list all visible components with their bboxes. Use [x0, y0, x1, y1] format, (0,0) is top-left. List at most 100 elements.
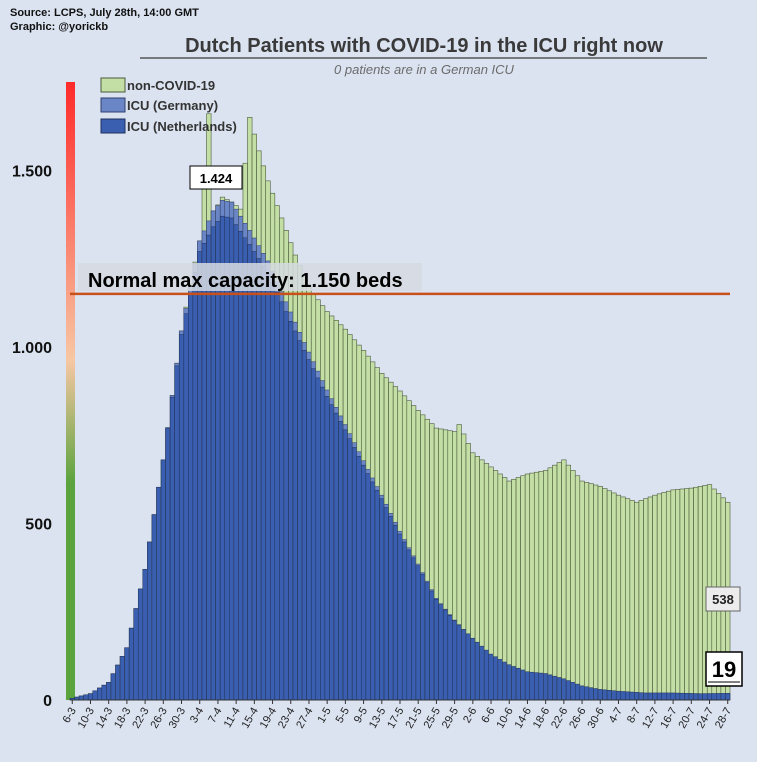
- bar-non-covid: [629, 500, 635, 701]
- bar-icu-netherlands: [292, 330, 298, 701]
- bar-icu-netherlands: [370, 481, 376, 701]
- bar-icu-netherlands: [429, 590, 435, 701]
- day-bar-group: [415, 410, 421, 701]
- gradient-strip: [66, 82, 75, 700]
- bar-icu-netherlands: [247, 244, 253, 701]
- bar-non-covid: [688, 487, 694, 701]
- bar-non-covid: [611, 492, 617, 701]
- day-bar-group: [561, 459, 567, 701]
- day-bar-group: [474, 456, 480, 701]
- bar-non-covid: [606, 490, 612, 701]
- day-bar-group: [479, 459, 485, 701]
- day-bar-group: [292, 254, 298, 701]
- bar-icu-netherlands: [538, 672, 544, 701]
- bar-icu-netherlands: [183, 313, 189, 701]
- bar-icu-netherlands: [515, 667, 521, 701]
- bar-icu-netherlands: [556, 677, 562, 701]
- bar-non-covid: [620, 496, 626, 701]
- day-bar-group: [165, 427, 171, 701]
- bar-non-covid: [574, 475, 581, 701]
- bar-non-covid: [638, 500, 644, 701]
- bar-icu-netherlands: [320, 386, 326, 701]
- day-bar-group: [533, 471, 540, 701]
- y-tick-label: 500: [25, 516, 52, 533]
- bar-icu-netherlands: [133, 608, 139, 701]
- day-bar-group: [197, 240, 203, 701]
- day-bar-group: [465, 443, 471, 701]
- bar-icu-netherlands: [506, 664, 512, 701]
- bar-icu-netherlands: [615, 690, 622, 701]
- day-bar-group: [347, 334, 353, 701]
- latest-total-annotation: 538: [705, 586, 741, 612]
- bar-non-covid: [697, 486, 703, 701]
- bar-icu-netherlands: [565, 680, 571, 701]
- bar-icu-netherlands: [456, 624, 462, 701]
- bar-non-covid: [588, 483, 594, 701]
- bar-icu-netherlands: [92, 690, 98, 701]
- day-bar-group: [438, 428, 444, 701]
- bar-icu-netherlands: [333, 412, 339, 701]
- bar-icu-netherlands: [197, 251, 203, 701]
- source-text: Source: LCPS, July 28th, 14:00 GMT: [10, 7, 199, 19]
- bar-icu-netherlands: [606, 690, 612, 701]
- day-bar-group: [470, 452, 476, 701]
- bar-icu-netherlands: [584, 686, 590, 701]
- bar-icu-netherlands: [251, 251, 257, 701]
- day-bar-group: [283, 230, 289, 701]
- day-bar-group: [638, 500, 644, 701]
- day-bar-group: [697, 486, 703, 701]
- day-bar-group: [693, 486, 699, 701]
- bar-non-covid: [584, 482, 590, 701]
- bar-non-covid: [561, 459, 567, 701]
- day-bar-group: [647, 496, 653, 701]
- bar-icu-netherlands: [169, 396, 175, 701]
- bar-icu-netherlands: [188, 292, 194, 701]
- legend-label: ICU (Germany): [127, 98, 218, 113]
- bar-icu-netherlands: [256, 258, 262, 701]
- bar-icu-netherlands: [675, 692, 681, 701]
- day-bar-group: [365, 355, 371, 701]
- bar-non-covid: [556, 462, 562, 701]
- day-bar-group: [502, 477, 508, 701]
- bar-icu-netherlands: [706, 693, 713, 701]
- bar-non-covid: [656, 493, 663, 701]
- bar-icu-netherlands: [483, 649, 490, 701]
- bar-non-covid: [647, 496, 653, 701]
- bar-series-group: [69, 113, 731, 701]
- bar-icu-netherlands: [424, 582, 430, 701]
- latest-total-label: 538: [712, 592, 734, 607]
- day-bar-group: [242, 162, 248, 701]
- day-bar-group: [192, 261, 198, 701]
- bar-icu-netherlands: [270, 282, 276, 701]
- bar-icu-netherlands: [647, 692, 653, 701]
- day-bar-group: [565, 464, 571, 701]
- day-bar-group: [442, 429, 449, 701]
- day-bar-group: [160, 459, 166, 701]
- bar-icu-netherlands: [374, 490, 380, 701]
- bar-icu-netherlands: [128, 627, 134, 701]
- day-bar-group: [411, 405, 417, 701]
- bar-icu-netherlands: [656, 692, 662, 701]
- bar-icu-netherlands: [420, 573, 426, 701]
- bar-icu-netherlands: [552, 675, 558, 701]
- day-bar-group: [247, 117, 253, 701]
- bar-icu-netherlands: [365, 473, 371, 701]
- bar-icu-netherlands: [693, 693, 699, 701]
- day-bar-group: [324, 311, 330, 701]
- bar-icu-netherlands: [201, 243, 207, 701]
- bar-icu-netherlands: [160, 459, 166, 701]
- bar-icu-netherlands: [283, 311, 289, 701]
- bar-non-covid: [679, 488, 685, 701]
- bar-icu-netherlands: [83, 694, 89, 701]
- legend: non-COVID-19 ICU (Germany) ICU (Netherland…: [100, 77, 237, 134]
- day-bar-group: [133, 608, 139, 701]
- bar-icu-netherlands: [206, 234, 212, 701]
- day-bar-group: [588, 483, 594, 701]
- day-bar-group: [461, 433, 467, 701]
- bar-non-covid: [570, 470, 576, 701]
- bar-non-covid: [529, 472, 535, 701]
- bar-non-covid: [597, 486, 603, 701]
- peak-label-box: [189, 165, 243, 190]
- day-bar-group: [338, 324, 344, 701]
- day-bar-group: [128, 627, 135, 701]
